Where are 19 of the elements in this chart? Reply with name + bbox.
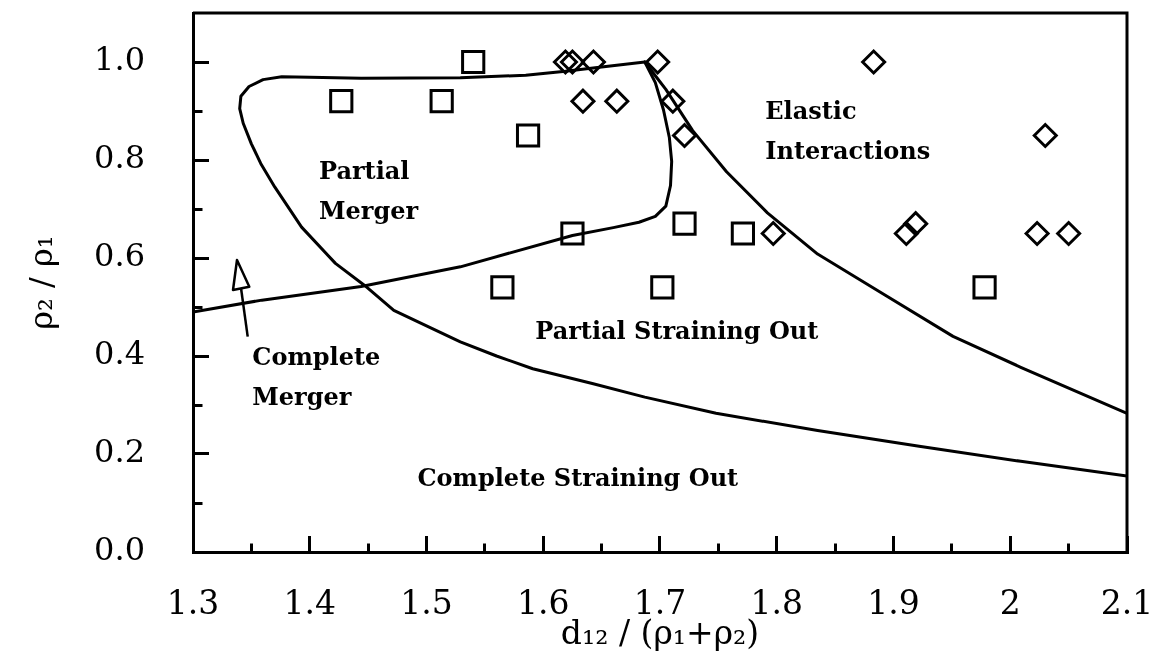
- y-tick-label: 0.2: [94, 432, 145, 471]
- x-tick-label: 2.1: [1100, 583, 1154, 623]
- annotation: Complete Merger: [252, 342, 381, 412]
- annotation: Complete Straining Out: [417, 463, 739, 493]
- y-tick-label: 0.0: [94, 530, 145, 569]
- x-tick-label: 1.9: [867, 583, 920, 623]
- y-tick-label: 0.8: [94, 138, 145, 177]
- x-tick-label: 1.3: [166, 583, 220, 623]
- annotation: Partial Merger: [319, 155, 419, 225]
- y-axis-title: ρ₂ / ρ₁: [21, 235, 60, 330]
- x-tick-label: 1.6: [517, 583, 570, 623]
- y-tick-label: 0.6: [94, 236, 145, 275]
- x-tick-label: 1.4: [283, 583, 336, 623]
- x-tick-label: 2: [999, 583, 1021, 623]
- annotation: Partial Straining Out: [535, 316, 819, 346]
- y-tick-label: 1.0: [94, 40, 145, 79]
- annotation: Elastic Interactions: [765, 96, 931, 166]
- x-tick-label: 1.5: [400, 583, 453, 623]
- y-tick-label: 0.4: [94, 334, 145, 373]
